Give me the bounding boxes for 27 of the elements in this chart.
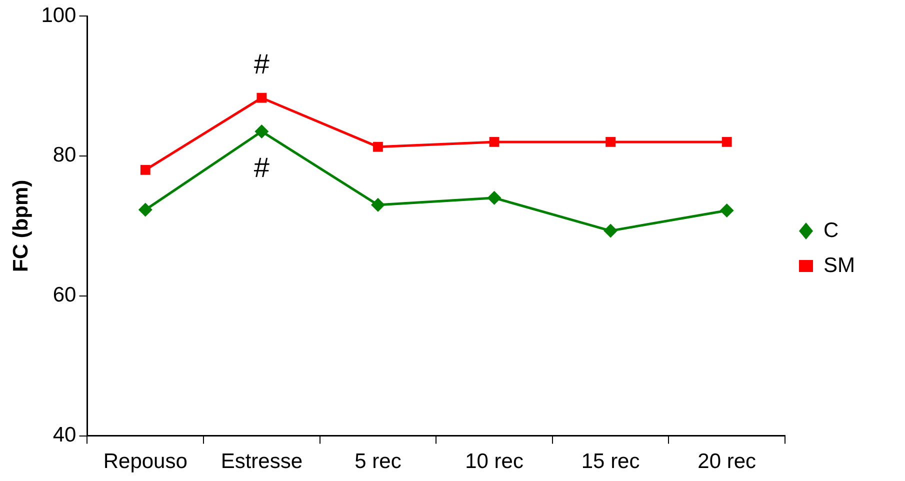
point (254, 124, 269, 138)
point (138, 202, 152, 217)
x-tick-label: Estresse (220, 450, 303, 474)
x-tick-label: 20 rec (698, 450, 756, 474)
y-tick-label: 60 (52, 284, 76, 307)
x-tick-label: 15 rec (581, 450, 640, 474)
point (370, 198, 385, 212)
x-tick-label: 10 rec (465, 450, 524, 474)
y-tick-label: 100 (41, 4, 76, 27)
y-tick-label: 80 (52, 144, 76, 167)
legend-label: SM (824, 254, 855, 277)
point (489, 136, 500, 147)
point (487, 190, 502, 205)
point (256, 92, 267, 103)
point (606, 136, 616, 147)
point (140, 164, 150, 175)
legend-label: C (824, 218, 839, 242)
point (373, 142, 383, 152)
annotation: # (254, 48, 270, 80)
x-tick-label: 5 rec (354, 450, 402, 474)
point (720, 204, 734, 218)
point (604, 224, 618, 238)
point (722, 136, 732, 147)
y-tick-label: 40 (52, 424, 76, 447)
y-axis-title: FC (bpm) (9, 180, 32, 272)
x-tick-label: Repouso (103, 450, 188, 474)
annotation: # (254, 152, 270, 184)
